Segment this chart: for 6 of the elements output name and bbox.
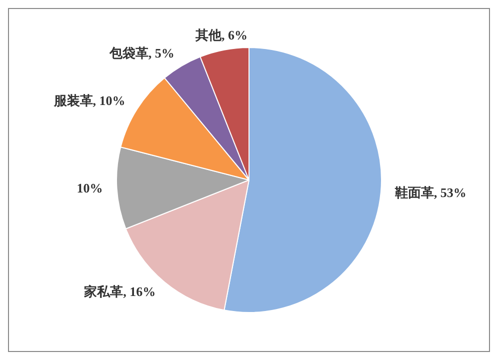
slice-label: 鞋面革, 53% <box>394 185 466 200</box>
data-label: 10% <box>76 180 103 196</box>
slice-label: 包袋革, 5% <box>108 45 174 60</box>
slice-label: 家私革, 16% <box>83 284 156 300</box>
slice-label: 其他, 6% <box>194 27 248 42</box>
slice-label: 服装革, 10% <box>52 92 126 108</box>
